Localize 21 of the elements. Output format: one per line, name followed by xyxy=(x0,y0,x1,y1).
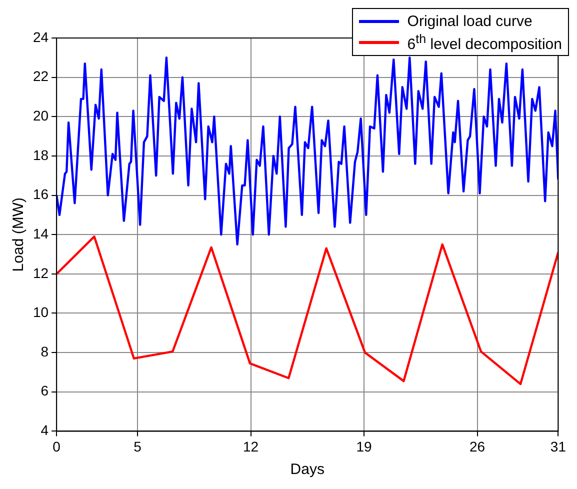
y-tick-label: 14 xyxy=(32,225,49,242)
x-axis-title: Days xyxy=(290,461,324,478)
x-tick-label: 26 xyxy=(470,438,486,454)
x-tick-label: 5 xyxy=(134,438,142,454)
y-axis-title: Load (MW) xyxy=(10,198,28,272)
y-tick-label: 10 xyxy=(32,304,49,320)
legend-label: Original load curve xyxy=(407,13,532,30)
y-tick-label: 6 xyxy=(40,382,49,399)
x-tick-label: 0 xyxy=(52,438,61,454)
y-tick-label: 8 xyxy=(40,343,49,360)
y-tick-label: 20 xyxy=(32,108,49,124)
y-tick-label: 16 xyxy=(32,186,49,202)
x-tick-label: 31 xyxy=(550,438,566,454)
x-tick-label: 19 xyxy=(356,438,372,454)
y-tick-label: 22 xyxy=(32,68,49,84)
y-tick-label: 12 xyxy=(32,264,49,281)
y-tick-label: 4 xyxy=(40,422,49,438)
y-tick-label: 18 xyxy=(32,146,49,163)
x-tick-label: 12 xyxy=(242,438,259,454)
y-tick-label: 24 xyxy=(32,28,49,45)
legend-label: 6$^{th}$ level decomposition xyxy=(407,32,562,53)
